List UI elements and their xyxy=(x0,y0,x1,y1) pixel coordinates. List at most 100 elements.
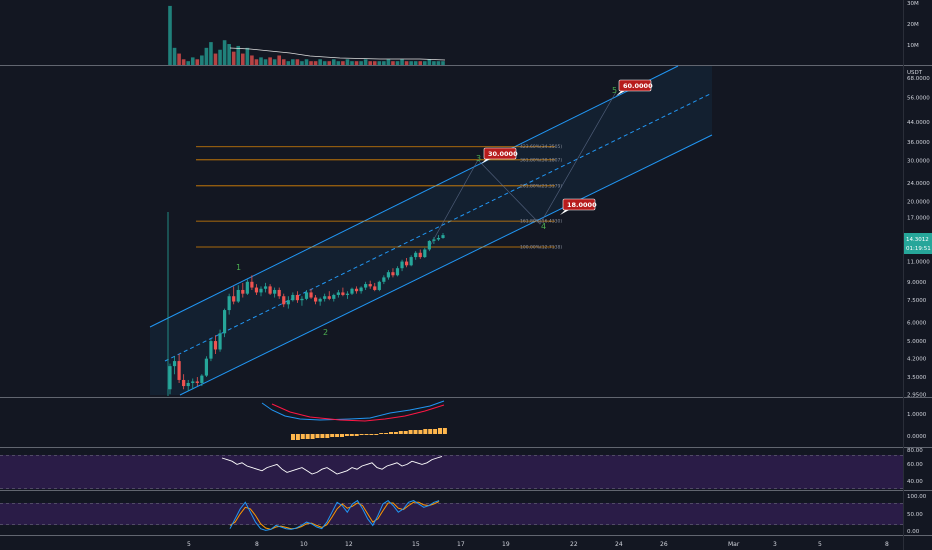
volume-bar xyxy=(254,59,259,65)
price-tick: 9.0000 xyxy=(907,280,927,286)
candle-body xyxy=(400,261,404,269)
rsi-band xyxy=(0,455,903,489)
volume-bar xyxy=(200,55,204,65)
time-axis[interactable]: 5 8 10 12 15 17 19 22 24 26 Mar 3 5 8 xyxy=(187,541,889,548)
time-tick: 10 xyxy=(300,541,308,548)
volume-axis: 30M 20M 10M xyxy=(907,1,919,49)
volume-bar xyxy=(359,61,363,65)
channel-lower-line xyxy=(179,134,713,396)
volume-bar xyxy=(332,59,336,65)
fib-level-label: 423.60%(34.3505) xyxy=(520,144,562,150)
candle-body xyxy=(218,333,222,350)
price-tick: 44.0000 xyxy=(907,120,930,126)
macd-histogram-bar xyxy=(325,434,330,438)
rsi-tick-40: 40.00 xyxy=(907,479,923,485)
price-tick: 6.0000 xyxy=(907,321,927,327)
price-unit-label: USDT xyxy=(907,70,923,76)
candle-body xyxy=(200,375,204,383)
volume-bar xyxy=(432,61,436,65)
volume-bar xyxy=(245,47,250,65)
volume-bar xyxy=(423,61,427,65)
macd-histogram-bar xyxy=(433,429,438,434)
volume-bar xyxy=(250,55,254,65)
macd-histogram-bar xyxy=(393,432,398,434)
target-label: 18.0000 xyxy=(560,198,597,215)
candle-body xyxy=(336,292,340,295)
rsi-line xyxy=(221,455,443,475)
time-tick: 22 xyxy=(570,541,578,548)
volume-bar xyxy=(386,59,391,65)
price-tick: 11.0000 xyxy=(907,260,930,266)
macd-line xyxy=(261,400,445,421)
price-axis[interactable]: USDT 68.0000 56.0000 44.0000 36.0000 30.0000… xyxy=(904,70,932,398)
macd-histogram-bar xyxy=(428,429,433,434)
candle-body xyxy=(232,296,236,302)
candlestick-series xyxy=(167,212,445,396)
volume-bar xyxy=(304,59,309,65)
candle-body xyxy=(436,237,441,240)
stoch-k-line xyxy=(229,499,440,531)
wave-projection-line xyxy=(429,91,617,247)
fib-extension[interactable]: 423.60%(34.3505) 361.80%(30.1807) 261.80%(… xyxy=(196,144,562,250)
volume-bar xyxy=(368,61,372,65)
macd-signal-line xyxy=(271,403,445,422)
volume-bar xyxy=(427,59,432,65)
candle-body xyxy=(263,286,268,289)
bar-countdown: 01:19:51 xyxy=(906,246,931,252)
candle-body xyxy=(236,289,240,302)
macd-axis: 1.0000 0.0000 xyxy=(907,412,927,440)
time-tick: 5 xyxy=(818,541,822,548)
candle-body xyxy=(314,297,318,302)
candle-body xyxy=(195,381,199,383)
candle-body xyxy=(286,300,290,305)
stoch-tick-0: 0.00 xyxy=(907,529,920,535)
price-tick: 24.0000 xyxy=(907,181,930,187)
candle-body xyxy=(414,252,418,258)
rsi-tick-80: 80.00 xyxy=(907,448,923,454)
parallel-channel[interactable] xyxy=(149,65,713,396)
macd-histogram-bar xyxy=(398,431,403,434)
volume-bar xyxy=(209,42,213,65)
macd-histogram-bar xyxy=(330,434,335,437)
macd-histogram-bar xyxy=(389,432,393,434)
candle-body xyxy=(332,294,336,299)
macd-histogram-bar xyxy=(295,434,300,440)
volume-bar xyxy=(186,61,190,65)
wave-label: 2 xyxy=(323,328,328,337)
price-tick: 5.0000 xyxy=(907,339,927,345)
fib-level-label: 100.00%(12.7138) xyxy=(520,244,562,250)
macd-histogram-bar xyxy=(423,429,428,434)
target-value: 18.0000 xyxy=(567,201,597,209)
volume-tick-20m: 20M xyxy=(907,22,919,28)
macd-histogram-bar xyxy=(305,434,310,439)
macd-histogram-bar xyxy=(300,434,305,439)
candle-body xyxy=(191,381,195,383)
candle-body xyxy=(172,361,177,367)
target-pointer xyxy=(481,159,490,164)
macd-histogram-bar xyxy=(344,434,349,436)
candle-body xyxy=(227,296,231,311)
macd-histogram-bar xyxy=(291,434,295,440)
volume-bar xyxy=(395,61,400,65)
target-value: 60.0000 xyxy=(623,82,653,90)
candle-body xyxy=(354,288,359,292)
macd-histogram-bar xyxy=(364,434,369,435)
macd-tick-0: 0.0000 xyxy=(907,434,927,440)
volume-bar xyxy=(354,61,359,65)
volume-ma-line xyxy=(229,47,446,61)
macd-histogram-bar xyxy=(408,430,413,434)
candle-body xyxy=(282,296,286,305)
candle-body xyxy=(359,287,363,292)
price-tick: 20.0000 xyxy=(907,199,930,205)
volume-bar xyxy=(341,61,345,65)
time-tick: 5 xyxy=(187,541,191,548)
macd-histogram-bar xyxy=(340,434,344,437)
candle-body xyxy=(245,281,249,294)
target-labels[interactable]: 30.0000 18.0000 60.0000 xyxy=(481,79,653,215)
candle-body xyxy=(382,277,386,282)
time-tick: 8 xyxy=(255,541,259,548)
volume-bar xyxy=(259,57,263,65)
macd-histogram-bar xyxy=(320,434,325,438)
volume-bar xyxy=(172,47,177,65)
